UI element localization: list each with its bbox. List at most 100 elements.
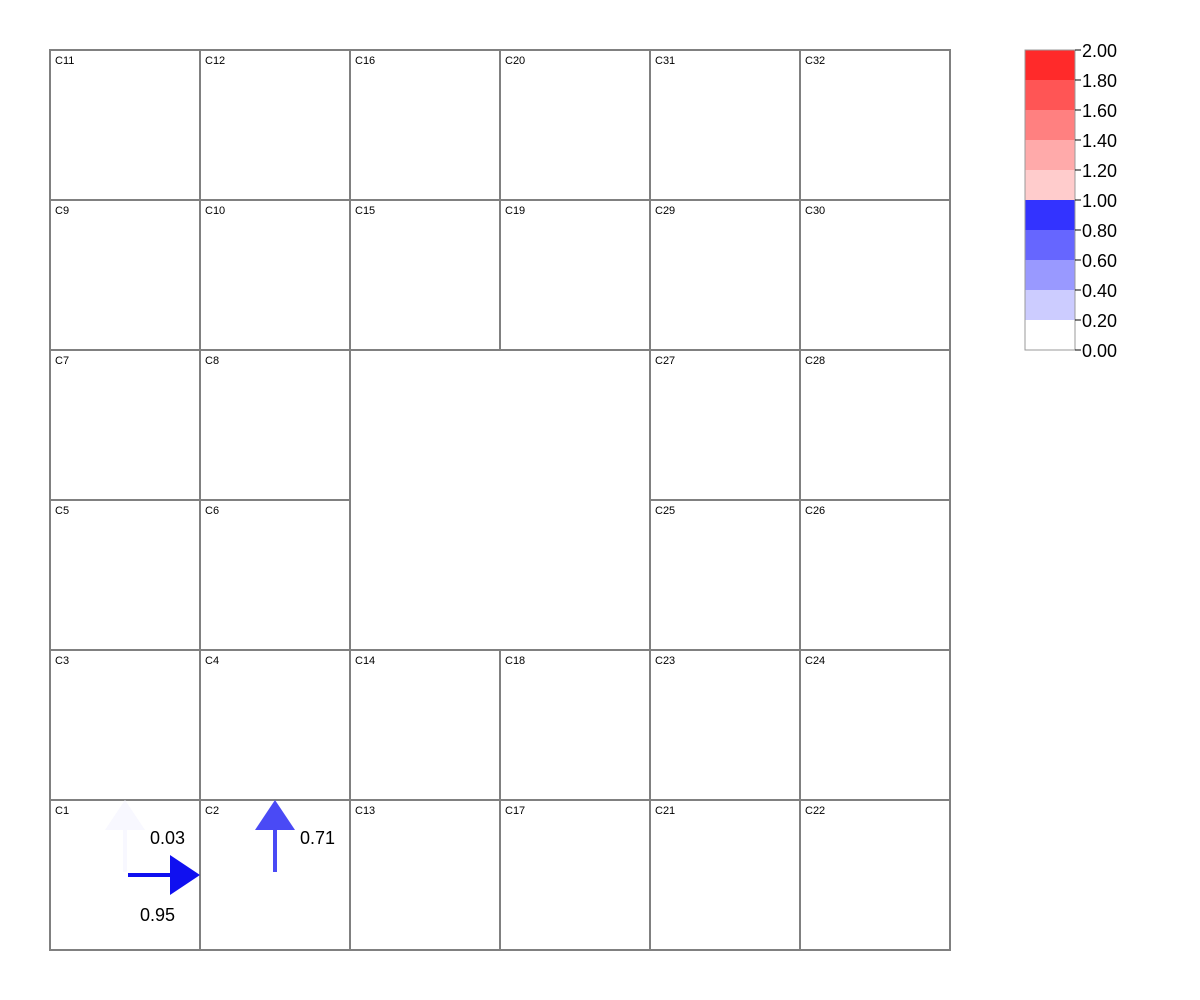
legend-swatch [1025,320,1075,350]
cell-label: C8 [205,355,219,367]
cell-label: C31 [655,55,675,67]
legend-swatch [1025,80,1075,110]
cell-label: C9 [55,205,69,217]
cell-box [499,49,651,201]
cell-merged-center [349,349,651,651]
legend-swatch [1025,140,1075,170]
cell-box [199,199,351,351]
cell-box [499,649,651,801]
legend-tick-label: 0.00 [1082,341,1117,361]
cell-box [649,799,801,951]
cell-label: C23 [655,655,675,667]
cell-box [199,649,351,801]
legend-tick-label: 1.60 [1082,101,1117,121]
flows-layer: 0.03 0.95 0.71 [105,800,335,925]
cell-label: C10 [205,205,225,217]
cell-c15: C15 [349,199,501,351]
legend-swatch [1025,200,1075,230]
color-legend: 2.00 1.80 1.60 1.40 1.20 1.00 0.80 0.60 0.40 0.20… [1024,41,1117,361]
cell-c3: C3 [49,649,201,801]
cell-box [649,649,801,801]
cell-label: C30 [805,205,825,217]
legend-swatch [1025,110,1075,140]
cell-box [799,499,951,651]
cell-box [199,49,351,201]
cell-label: C2 [205,805,219,817]
cell-c22: C22 [799,799,951,951]
cell-c11: C11 [49,49,201,201]
cell-label: C28 [805,355,825,367]
cell-label: C19 [505,205,525,217]
cell-label: C6 [205,505,219,517]
cell-box [49,349,201,501]
cell-label: C21 [655,805,675,817]
cells-layer: C11 C12 C16 C20 C31 C32 C9 C10 C15 C19 C29 C30 C7 C8 C… [49,49,951,951]
cell-box [49,499,201,651]
cell-label: C27 [655,355,675,367]
legend-swatch [1025,170,1075,200]
cell-box [199,349,351,501]
cell-label: C25 [655,505,675,517]
cell-c19: C19 [499,199,651,351]
legend-swatch [1025,230,1075,260]
cell-label: C20 [505,55,525,67]
cell-label: C26 [805,505,825,517]
cell-c10: C10 [199,199,351,351]
cell-c8: C8 [199,349,351,501]
flow-arrow-c2-up: 0.71 [255,800,335,872]
cell-c29: C29 [649,199,801,351]
cell-c28: C28 [799,349,951,501]
cell-label: C7 [55,355,69,367]
cell-c23: C23 [649,649,801,801]
cell-label: C14 [355,655,375,667]
cell-box [649,349,801,501]
cell-label: C3 [55,655,69,667]
cell-label: C22 [805,805,825,817]
cell-box [349,199,501,351]
cell-label: C29 [655,205,675,217]
legend-tick-label: 0.40 [1082,281,1117,301]
legend-tick-label: 2.00 [1082,41,1117,61]
cell-c4: C4 [199,649,351,801]
cell-box [499,799,651,951]
cell-label: C15 [355,205,375,217]
cell-box [799,799,951,951]
cell-box [649,199,801,351]
cell-c30: C30 [799,199,951,351]
cell-c6: C6 [199,499,351,651]
cell-box [799,199,951,351]
cell-box [49,49,201,201]
cell-box [799,649,951,801]
cell-c21: C21 [649,799,801,951]
cell-c24: C24 [799,649,951,801]
cell-label: C12 [205,55,225,67]
cell-c5: C5 [49,499,201,651]
cell-box [499,199,651,351]
cell-c7: C7 [49,349,201,501]
arrow-head [105,800,145,830]
legend-tick-label: 0.80 [1082,221,1117,241]
cell-label: C1 [55,805,69,817]
legend-tick-label: 1.00 [1082,191,1117,211]
cell-label: C13 [355,805,375,817]
cell-box [349,799,501,951]
cell-label: C32 [805,55,825,67]
cell-c26: C26 [799,499,951,651]
flow-arrow-c1-right: 0.95 [128,855,200,925]
legend-tick-label: 0.60 [1082,251,1117,271]
cell-c20: C20 [499,49,651,201]
flow-arrow-c1-up: 0.03 [105,800,185,872]
cell-box [49,199,201,351]
cell-c14: C14 [349,649,501,801]
cell-label: C11 [55,55,74,67]
cell-label: C16 [355,55,375,67]
flow-value-label: 0.03 [150,828,185,848]
cell-label: C18 [505,655,525,667]
cell-box [799,49,951,201]
cell-box [649,499,801,651]
cell-c18: C18 [499,649,651,801]
cell-c17: C17 [499,799,651,951]
flow-value-label: 0.95 [140,905,175,925]
cell-c13: C13 [349,799,501,951]
